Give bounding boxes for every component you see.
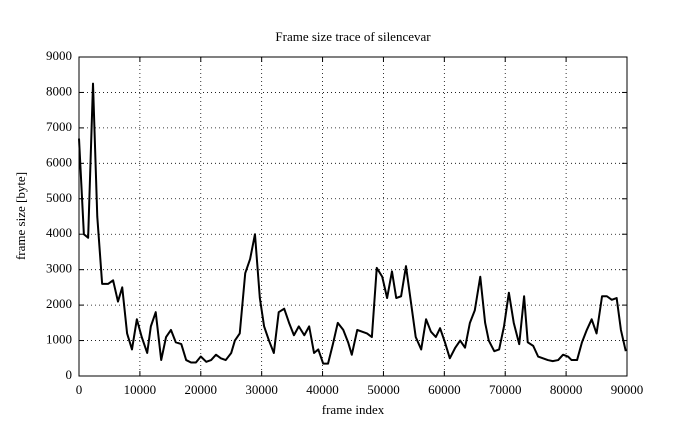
y-tick-label: 0 (66, 367, 73, 382)
y-tick-label: 6000 (46, 154, 72, 169)
y-tick-label: 7000 (46, 119, 72, 134)
chart-title: Frame size trace of silencevar (275, 29, 431, 44)
x-tick-label: 0 (76, 382, 83, 397)
y-tick-label: 2000 (46, 296, 72, 311)
x-tick-label: 90000 (611, 382, 644, 397)
y-tick-label: 1000 (46, 332, 72, 347)
data-line (78, 82, 627, 365)
y-tick-label: 5000 (46, 190, 72, 205)
y-tick-label: 9000 (46, 48, 72, 63)
plot-frame (78, 56, 628, 377)
x-tick-label: 10000 (124, 382, 157, 397)
x-axis-label: frame index (322, 402, 385, 417)
x-tick-label: 60000 (428, 382, 461, 397)
y-axis-label: frame size [byte] (13, 172, 28, 260)
x-tick-label: 80000 (550, 382, 583, 397)
y-tick-label: 8000 (46, 83, 72, 98)
x-tick-label: 20000 (185, 382, 218, 397)
x-tick-label: 50000 (367, 382, 400, 397)
x-tick-label: 30000 (245, 382, 278, 397)
x-tick-label: 70000 (489, 382, 522, 397)
x-tick-label: 40000 (306, 382, 339, 397)
y-tick-label: 4000 (46, 225, 72, 240)
y-tick-label: 3000 (46, 261, 72, 276)
